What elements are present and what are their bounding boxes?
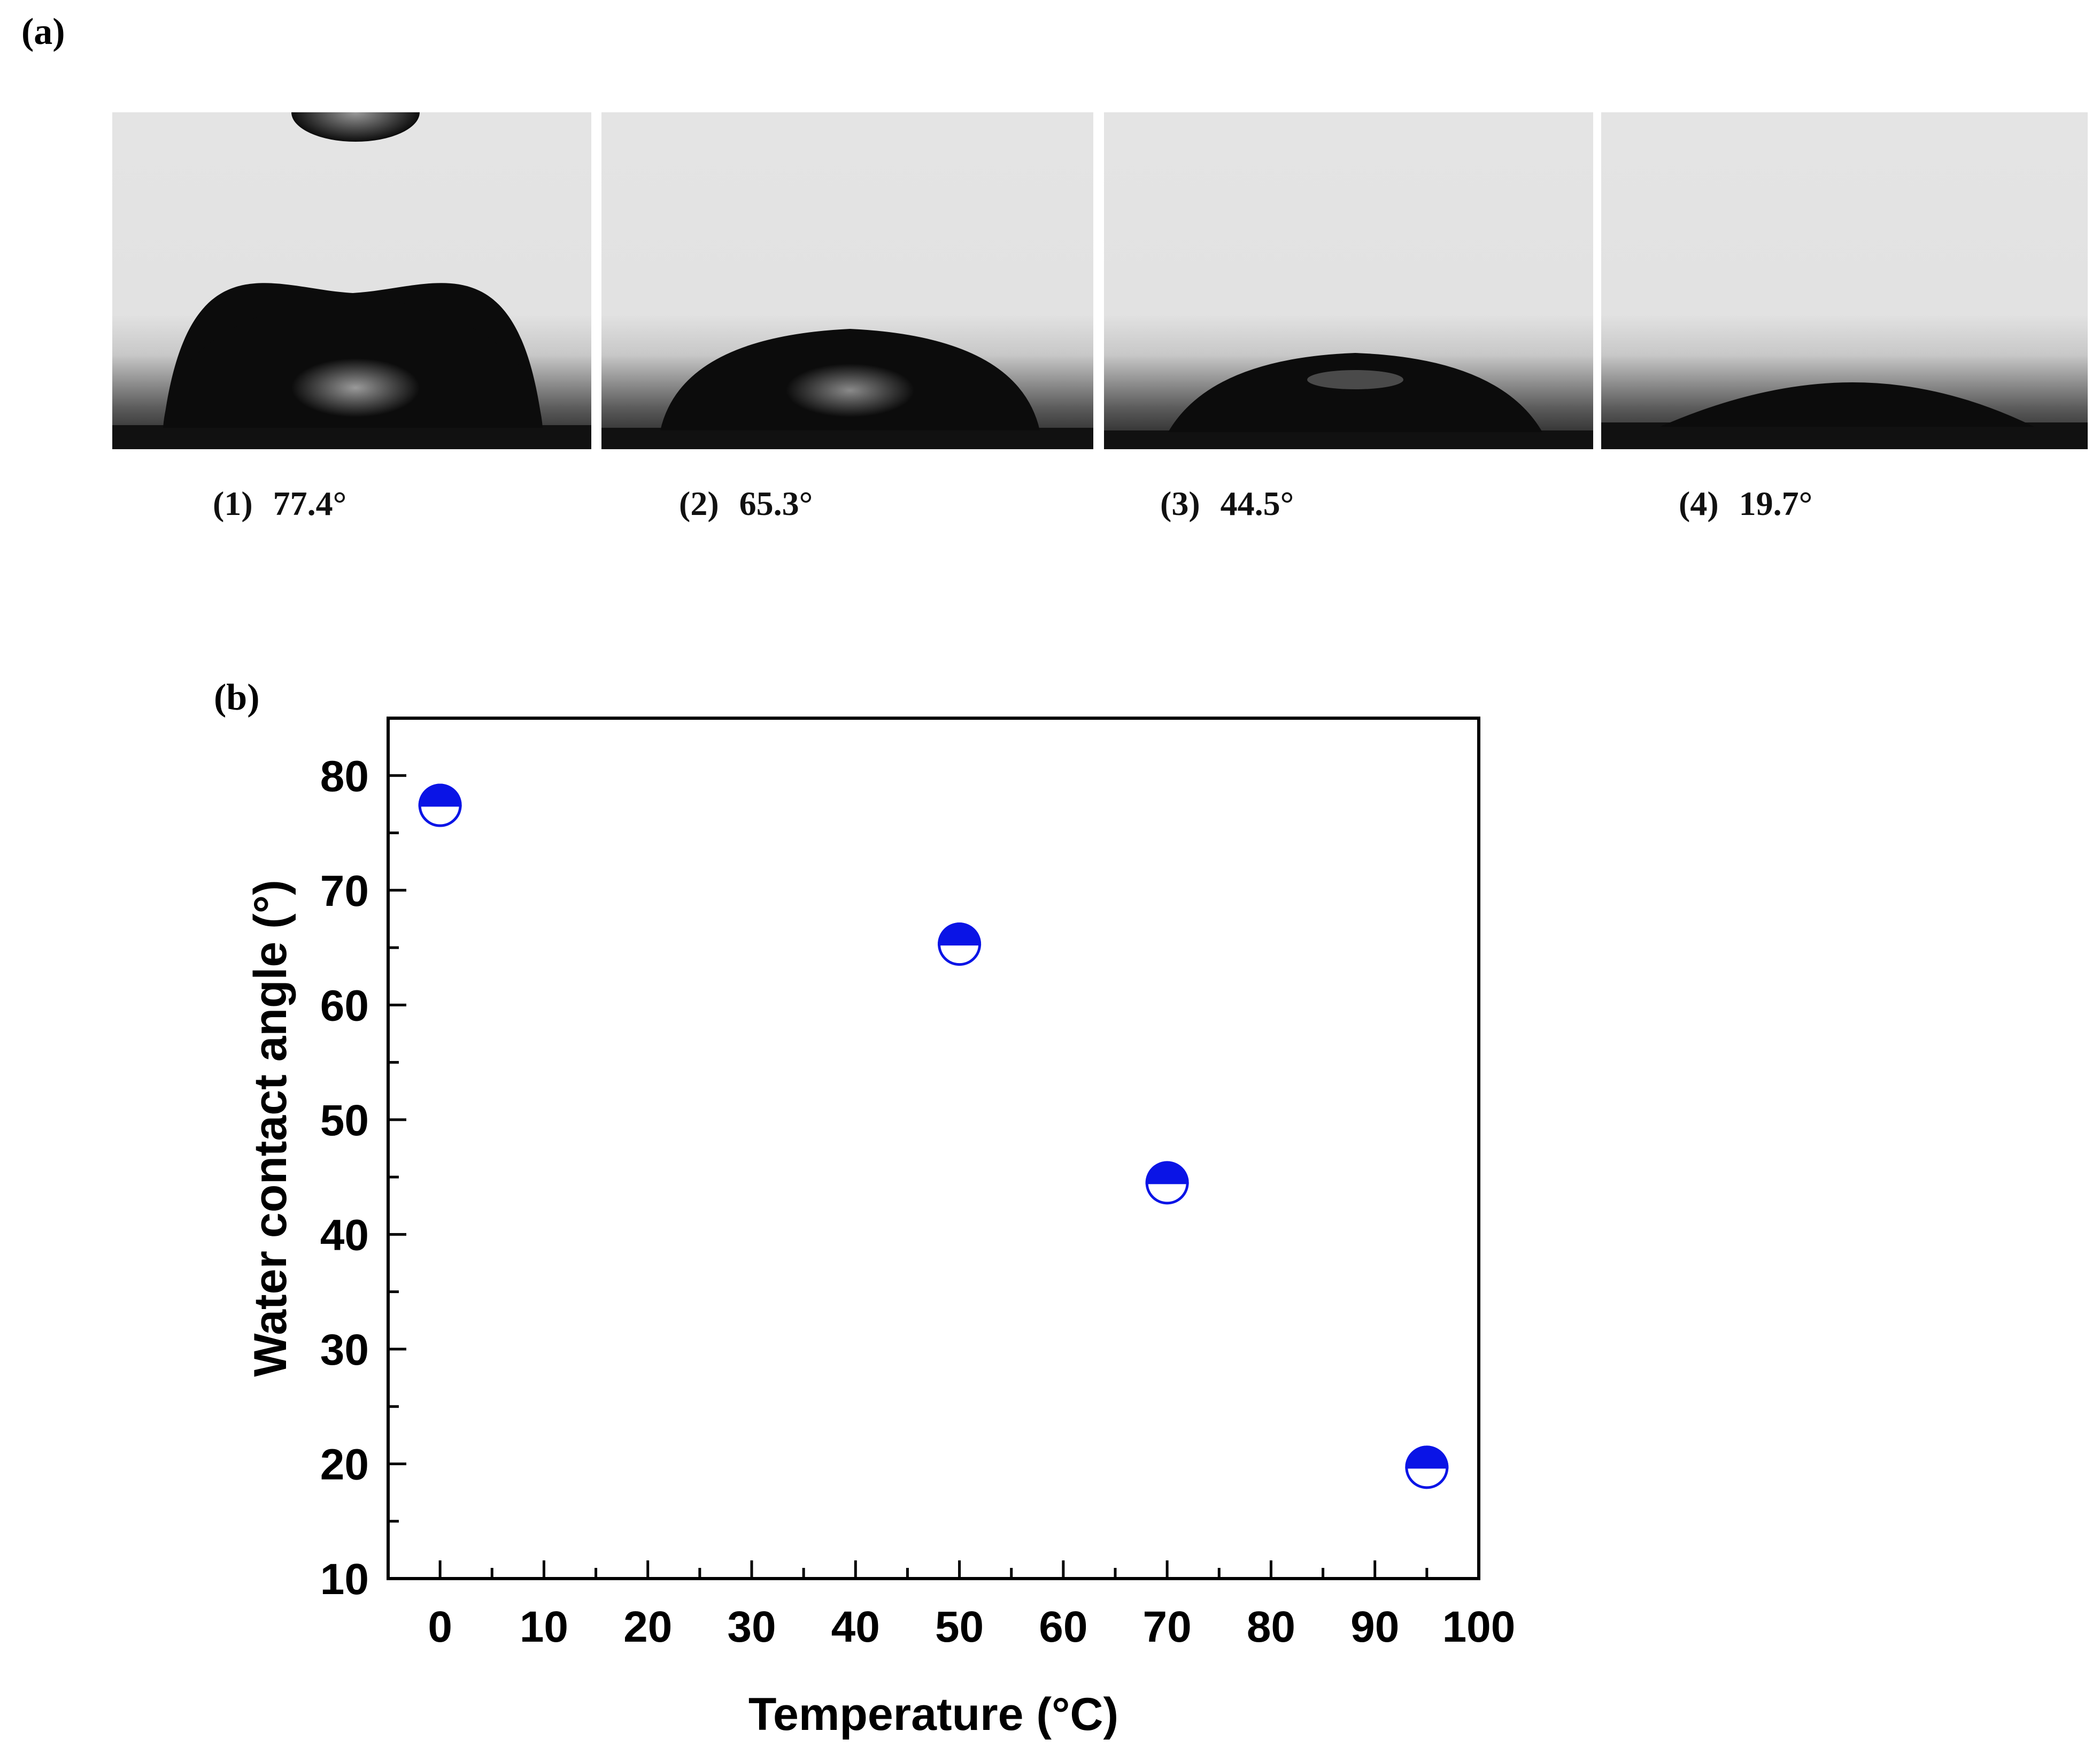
- x-tick-label: 0: [428, 1603, 452, 1651]
- droplet-index-2: (2): [679, 484, 719, 522]
- x-tick-label: 60: [1039, 1603, 1087, 1651]
- x-tick-label: 70: [1143, 1603, 1192, 1651]
- y-tick-label: 50: [320, 1096, 369, 1145]
- x-tick-label: 80: [1247, 1603, 1295, 1651]
- droplet-angle-1: 77.4°: [273, 484, 347, 522]
- droplet-index-1: (1): [213, 484, 253, 522]
- x-tick-label: 10: [520, 1603, 568, 1651]
- panel-label-a: (a): [21, 11, 65, 52]
- droplet-photo-3: [1104, 112, 1593, 449]
- y-tick-label: 60: [320, 981, 369, 1030]
- y-tick-label: 10: [320, 1555, 369, 1604]
- x-tick-label: 90: [1350, 1603, 1399, 1651]
- droplet-image-1: [112, 112, 591, 449]
- y-axis-label: Water contact angle (°): [245, 880, 296, 1377]
- plot-frame: [387, 717, 1480, 1580]
- droplet-index-4: (4): [1679, 484, 1719, 522]
- panel-label-b: (b): [214, 677, 260, 718]
- droplet-photo-1: [112, 112, 591, 449]
- droplet-caption-2: (2) 65.3°: [679, 484, 813, 524]
- chart-tick-labels: 0 10 20 30 40 50 60 70 80 90 100 10 20 30 40 50 60 70 80: [320, 752, 1516, 1651]
- chart-points: [418, 783, 1449, 1489]
- data-point: [1405, 1445, 1449, 1489]
- x-tick-label: 30: [727, 1603, 776, 1651]
- data-point: [418, 783, 462, 827]
- droplet-angle-2: 65.3°: [739, 484, 813, 522]
- droplet-image-4: [1601, 112, 2088, 449]
- x-tick-label: 100: [1442, 1603, 1516, 1651]
- droplet-image-3: [1104, 112, 1593, 449]
- y-tick-label: 70: [320, 867, 369, 915]
- y-tick-label: 40: [320, 1211, 369, 1259]
- data-point: [938, 922, 982, 966]
- x-tick-label: 50: [935, 1603, 984, 1651]
- droplet-angle-4: 19.7°: [1739, 484, 1813, 522]
- droplet-image-2: [601, 112, 1093, 449]
- data-point: [1145, 1161, 1189, 1205]
- droplet-photo-2: [601, 112, 1093, 449]
- droplet-caption-1: (1) 77.4°: [213, 484, 346, 524]
- chart-ticks: [387, 717, 1480, 1580]
- droplet-index-3: (3): [1160, 484, 1200, 522]
- droplet-photo-4: [1601, 112, 2088, 449]
- x-tick-label: 20: [623, 1603, 672, 1651]
- y-tick-label: 20: [320, 1440, 369, 1489]
- x-axis-label: Temperature (°C): [748, 1689, 1118, 1740]
- x-tick-label: 40: [831, 1603, 880, 1651]
- droplet-caption-4: (4) 19.7°: [1679, 484, 1812, 524]
- y-tick-label: 80: [320, 752, 369, 801]
- y-tick-label: 30: [320, 1326, 369, 1374]
- droplet-angle-3: 44.5°: [1220, 484, 1294, 522]
- droplet-caption-3: (3) 44.5°: [1160, 484, 1294, 524]
